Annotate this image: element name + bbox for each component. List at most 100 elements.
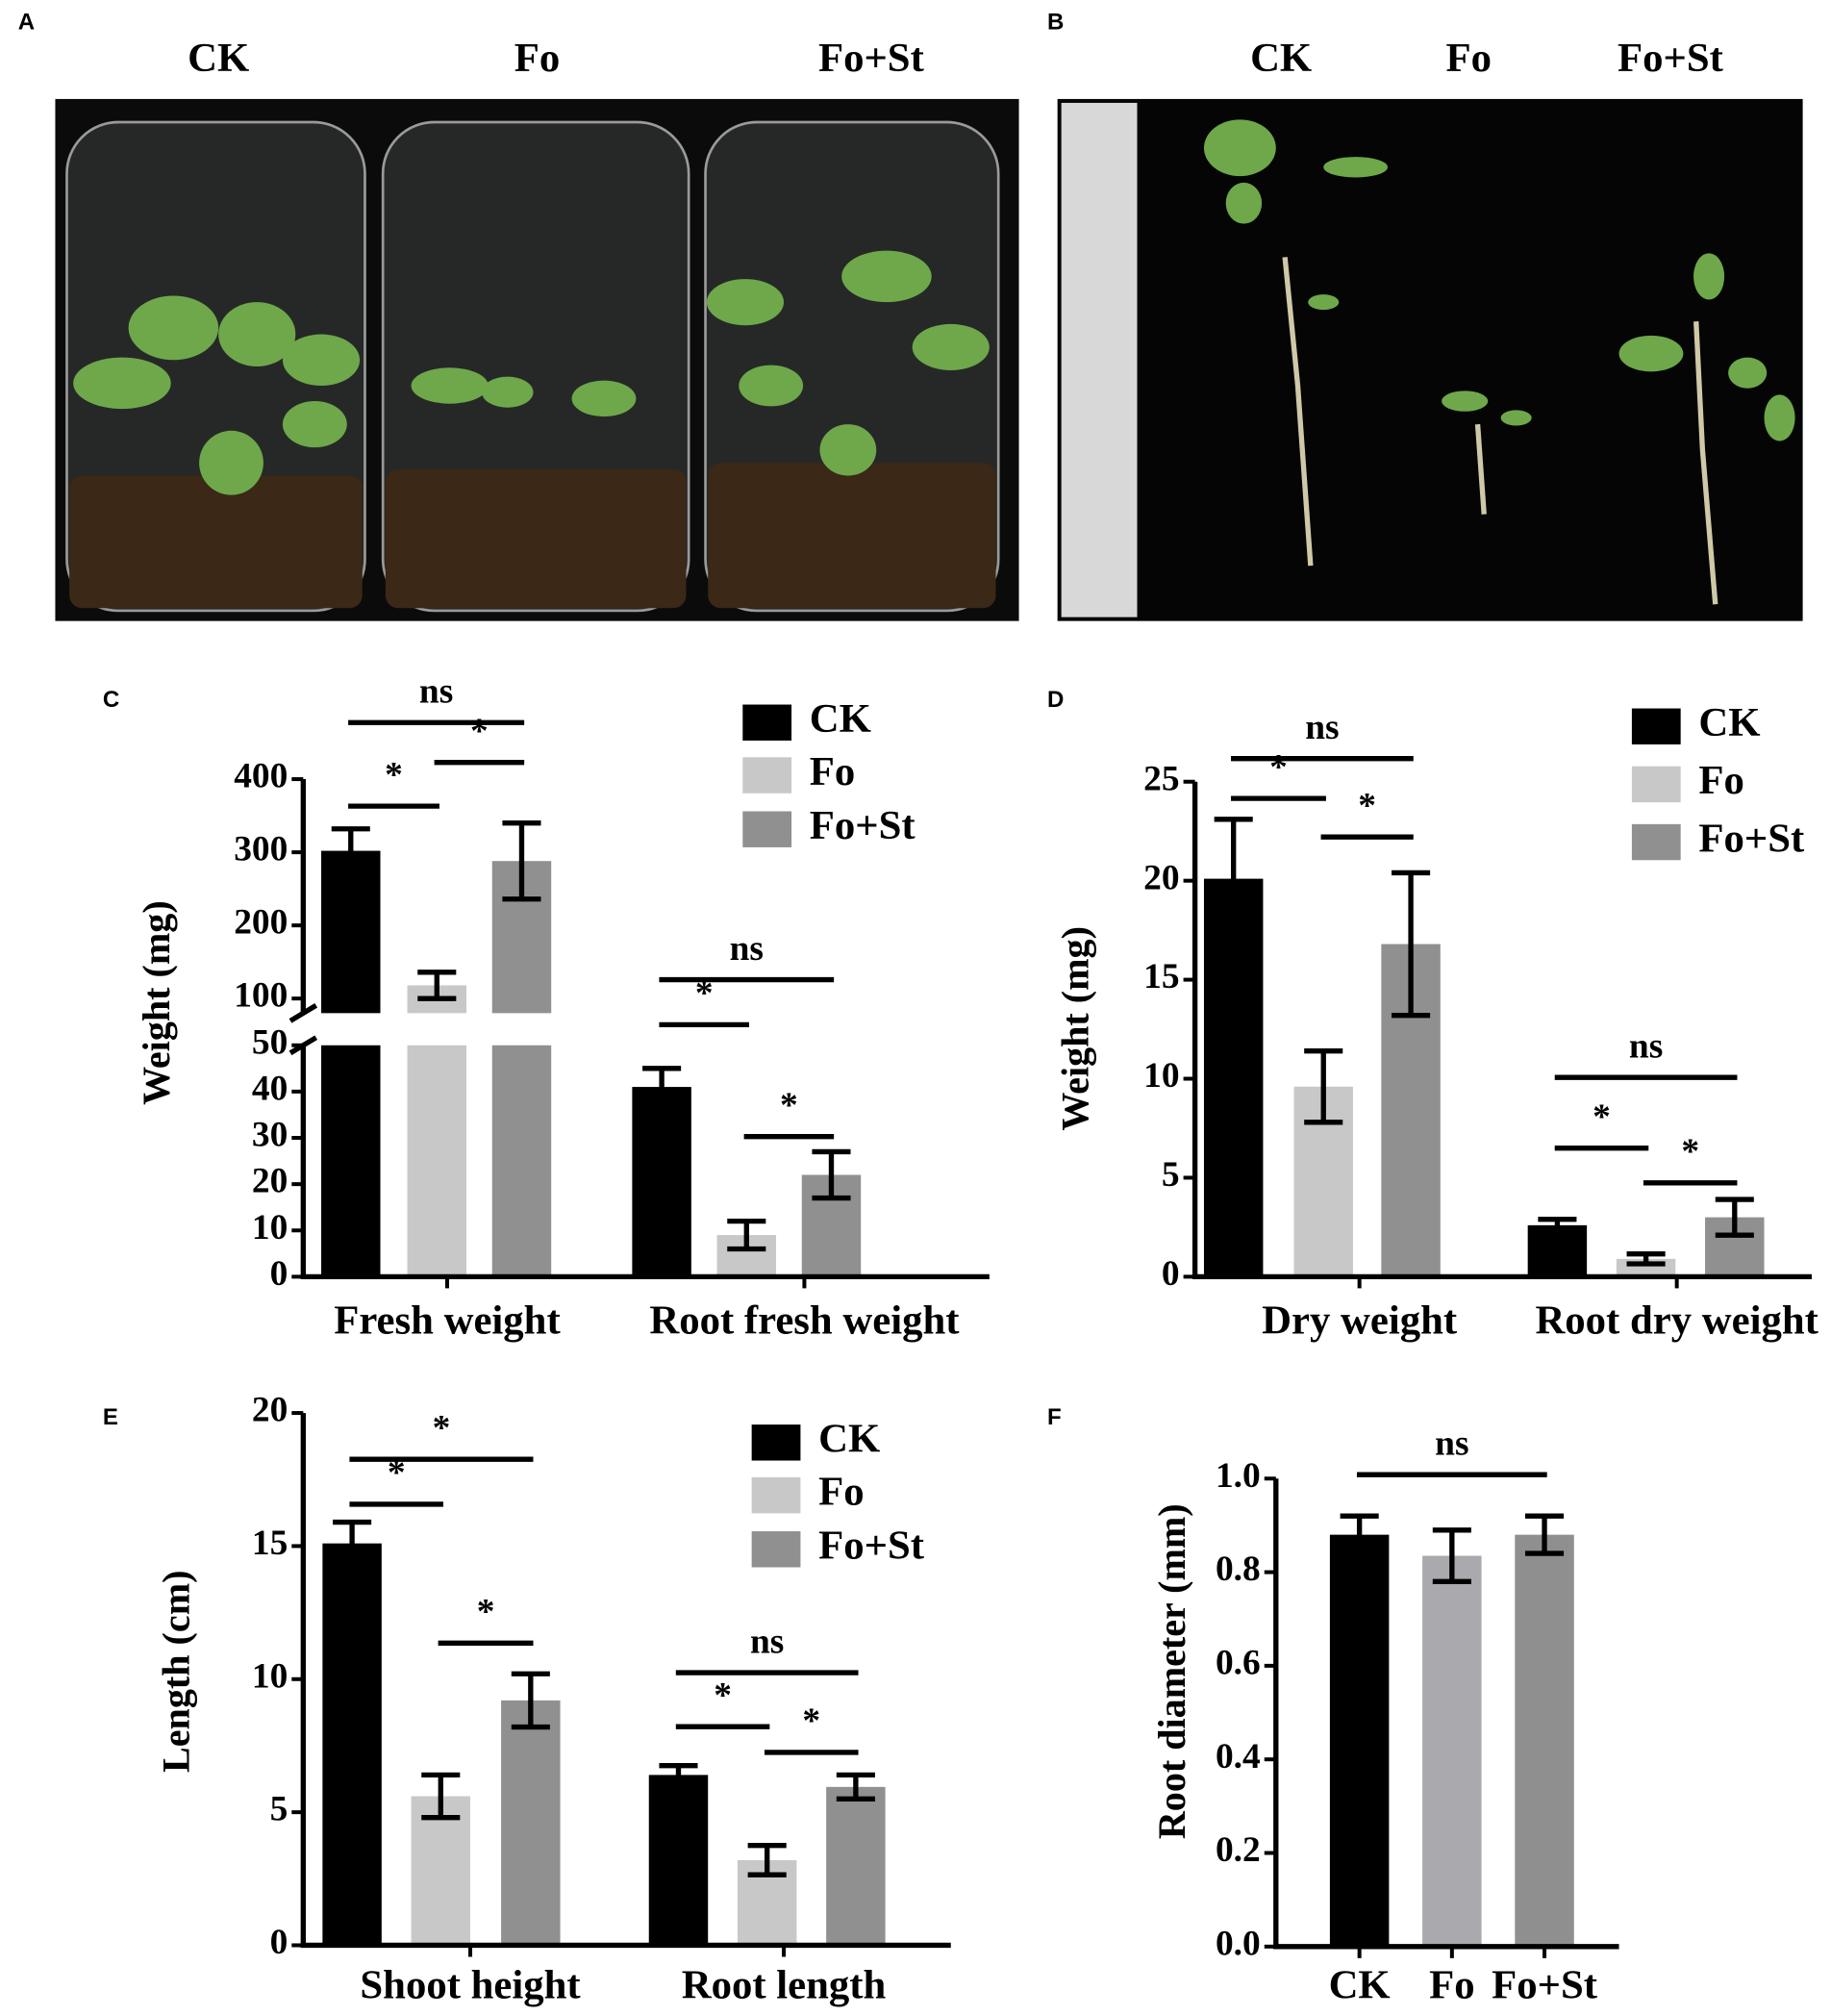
y-tick-label: 5 [1162,1155,1180,1195]
ruler [1061,102,1138,617]
soil [69,463,996,609]
photo-label: Fo+St [1618,36,1724,81]
significance-label: * [433,1408,451,1448]
significance-label: * [802,1701,820,1741]
y-tick-label: 400 [234,757,288,796]
bar [501,1700,561,1946]
y-tick-label: 200 [234,903,288,943]
x-tick-label: Root fresh weight [649,1298,960,1344]
y-tick-label: 0 [270,1254,288,1294]
significance-label: * [695,974,714,1014]
x-tick-label: Root length [682,1963,887,2008]
significance-label: * [780,1086,798,1125]
legend-label: Fo [810,749,855,794]
y-tick-label: 0 [1162,1254,1180,1294]
legend-swatch [751,1424,801,1461]
bar [648,1775,709,1946]
bar [1329,1534,1390,1947]
legend-label: Fo [818,1469,864,1514]
bar [322,1543,382,1946]
bar [1203,878,1264,1277]
photo-a: A CK Fo Fo+St [18,9,1019,621]
legend-swatch [742,704,792,741]
significance-label: * [1269,747,1288,787]
significance-label: * [470,712,489,751]
legend-label: Fo+St [810,803,916,848]
significance-label: * [1593,1097,1611,1137]
y-tick-label: 40 [252,1069,288,1108]
legend-swatch [1631,708,1681,744]
y-tick-label: 1.0 [1216,1456,1261,1496]
legend-swatch [751,1531,801,1568]
y-tick-label: 0.4 [1216,1737,1261,1777]
photo-b: B CK Fo Fo+St [1047,9,1803,621]
y-tick-label: 20 [252,1162,288,1201]
significance-label: ns [730,929,764,969]
y-tick-label: 10 [252,1656,288,1696]
y-axis-label: Root diameter (mm) [1150,1503,1193,1839]
y-tick-label: 25 [1143,759,1179,798]
panel-letter: A [18,9,35,35]
photo [1057,98,1803,621]
y-axis-label: Length (cm) [154,1571,197,1773]
photo-label: Fo [514,36,560,81]
panel-letter: F [1047,1404,1062,1430]
y-tick-label: 50 [252,1022,288,1062]
legend-label: Fo+St [818,1524,925,1569]
photo-label: Fo [1445,36,1491,81]
significance-label: * [477,1593,495,1632]
legend-label: CK [810,696,871,742]
y-tick-label: 0.2 [1216,1830,1261,1870]
y-tick-label: 15 [252,1524,288,1563]
y-tick-label: 15 [1143,957,1179,996]
y-tick-label: 300 [234,830,288,869]
y-tick-label: 0.6 [1216,1643,1261,1682]
significance-label: ns [419,671,453,711]
y-tick-label: 10 [252,1208,288,1247]
bar [826,1786,886,1946]
y-axis-label: Weight (mg) [135,900,178,1105]
legend-swatch [742,757,792,794]
legend-swatch [1631,766,1681,803]
y-tick-label: 5 [270,1790,288,1829]
bar [411,1796,471,1946]
x-tick-label: Dry weight [1262,1298,1458,1344]
y-tick-label: 20 [252,1391,288,1430]
legend-swatch [742,811,792,847]
bar [407,1045,467,1277]
y-tick-label: 10 [1143,1056,1179,1096]
legend-label: CK [1698,700,1760,745]
y-tick-label: 30 [252,1116,288,1155]
bar [632,1087,691,1277]
significance-label: ns [1629,1026,1663,1066]
y-tick-label: 0.8 [1216,1550,1261,1589]
bar [491,1045,552,1277]
y-tick-label: 20 [1143,858,1179,897]
x-tick-label: Root dry weight [1535,1298,1818,1344]
x-tick-label: Fo [1429,1963,1474,2008]
y-tick-label: 0.0 [1216,1924,1261,1963]
y-tick-label: 100 [234,976,288,1016]
legend-swatch [1631,823,1681,861]
significance-label: * [388,1453,406,1493]
y-tick-label: 0 [270,1923,288,1962]
bar [1515,1534,1574,1947]
photo-label: CK [188,36,249,81]
legend-label: CK [818,1417,880,1462]
bar [1422,1555,1482,1947]
significance-label: * [1358,786,1376,825]
x-tick-label: Shoot height [360,1963,581,2008]
axis-break [288,1003,318,1023]
bar [321,1045,381,1277]
panel-letter: C [103,687,119,713]
x-tick-label: Fresh weight [334,1298,561,1344]
bar [321,850,381,1014]
y-axis-label: Weight (mg) [1054,926,1097,1131]
significance-label: * [1681,1132,1699,1172]
legend-label: Fo+St [1698,816,1805,861]
legend-label: Fo [1698,758,1743,803]
significance-label: ns [1305,708,1339,747]
significance-label: ns [1435,1424,1468,1463]
axis-break [288,1035,318,1056]
